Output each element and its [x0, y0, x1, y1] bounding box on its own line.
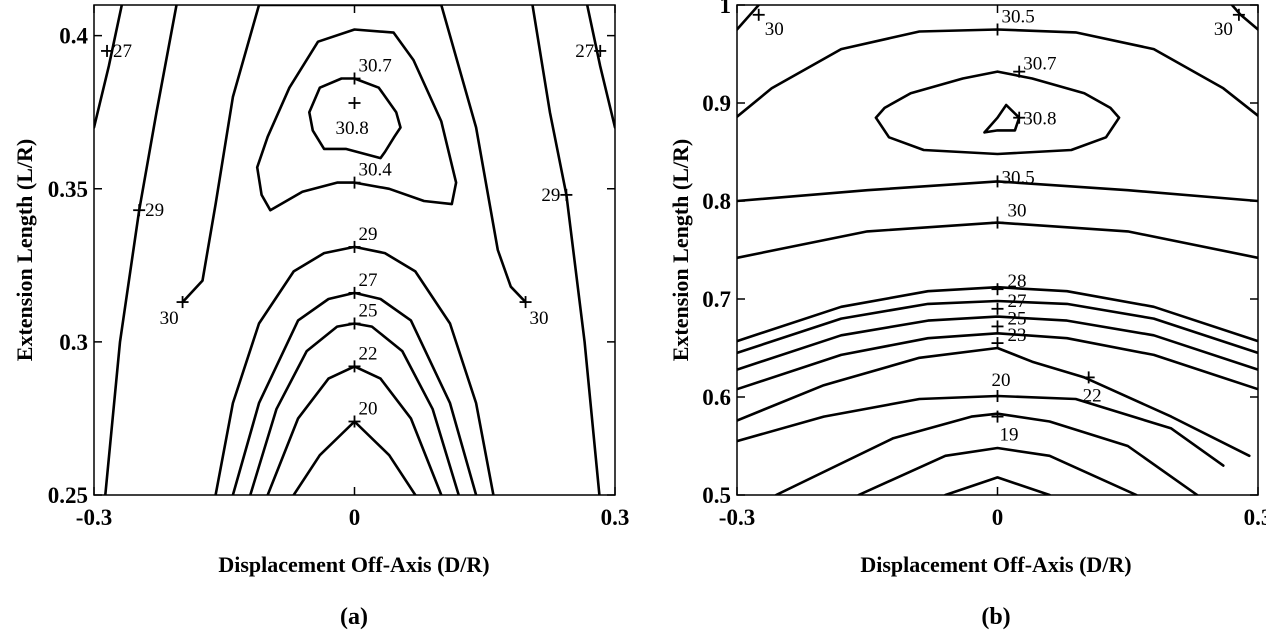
- contour-line-30-4: [255, 28, 458, 212]
- x-tick-label: 0.3: [1244, 505, 1266, 530]
- contour-line-20: [292, 420, 417, 495]
- y-axis-label: Extension Length (L/R): [12, 139, 37, 361]
- contour-line-29: [531, 5, 601, 495]
- contour-label: 29: [145, 200, 164, 221]
- contour-label: 23: [1008, 325, 1027, 346]
- contour-label: 20: [992, 370, 1011, 391]
- contour-line-19: [774, 412, 1199, 495]
- contour-label: 30.5: [1002, 167, 1035, 188]
- y-tick-label: 0.7: [702, 287, 731, 312]
- contour-label: 30.4: [359, 160, 393, 181]
- contour-line-30-7: [874, 70, 1121, 156]
- contour-label: 30.8: [336, 118, 369, 139]
- contour-label: 30.7: [359, 56, 392, 77]
- y-tick-label: 0.8: [702, 189, 731, 214]
- panel-label: (b): [981, 604, 1010, 630]
- contour-line-18: [857, 446, 1138, 495]
- contour-line-30: [1230, 5, 1258, 31]
- contour-line-27: [585, 5, 615, 129]
- contour-label: 22: [359, 343, 378, 364]
- x-tick-label: 0.3: [601, 505, 630, 530]
- contour-label: 22: [1083, 385, 1102, 406]
- y-tick-label: 0.6: [702, 385, 731, 410]
- y-tick-label: 0.5: [702, 483, 731, 508]
- x-tick-label: -0.3: [76, 505, 112, 530]
- contour-line-30-8: [983, 103, 1021, 134]
- y-tick-label: 0.4: [59, 24, 88, 49]
- contour-line-25: [737, 315, 1258, 371]
- x-axis-label: Displacement Off-Axis (D/R): [218, 552, 489, 577]
- contour-label: 27: [1008, 291, 1027, 312]
- y-tick-label: 0.9: [702, 91, 731, 116]
- contour-label: 19: [1000, 425, 1019, 446]
- contour-line-27: [737, 299, 1258, 355]
- contour-label: 30: [160, 308, 179, 329]
- contour-label: 30: [530, 308, 549, 329]
- contour-label: 30.8: [1023, 109, 1056, 130]
- contour-line-22: [737, 346, 1251, 458]
- contour-line-29: [104, 5, 178, 495]
- contour-line-23: [737, 331, 1258, 391]
- contour-label: 30: [765, 19, 784, 40]
- contour-line-22: [266, 365, 443, 495]
- contour-line-27: [94, 5, 124, 129]
- contour-label: 27: [575, 41, 594, 62]
- x-tick-label: 0: [349, 505, 361, 530]
- contour-label: 29: [541, 185, 560, 206]
- contour-label: 27: [359, 270, 378, 291]
- contour-label: 25: [1008, 308, 1027, 329]
- contour-line-17: [944, 476, 1051, 495]
- y-tick-label: 0.35: [48, 177, 88, 202]
- contour-line-30: [737, 5, 761, 31]
- contour-label: 25: [359, 301, 378, 322]
- x-axis-label: Displacement Off-Axis (D/R): [860, 552, 1131, 577]
- x-tick-label: -0.3: [719, 505, 755, 530]
- y-tick-label: 0.3: [59, 330, 88, 355]
- y-tick-label: 1: [720, 0, 732, 18]
- x-tick-label: 0: [992, 505, 1004, 530]
- contour-label: 20: [359, 399, 378, 420]
- y-axis-label: Extension Length (L/R): [668, 139, 693, 361]
- contour-label: 30: [1214, 19, 1233, 40]
- contour-line-30: [181, 5, 527, 304]
- panel-a: 27 27 29 29 30 30 30.7 30.8 30.4 29 27 25 22 20 -0.3 0 0…: [12, 4, 630, 630]
- contour-label: 28: [1008, 271, 1027, 292]
- panel-label: (a): [340, 604, 368, 630]
- contour-line-30-5: [737, 28, 1258, 118]
- contour-line-30-8: [307, 77, 402, 160]
- contour-label: 29: [359, 224, 378, 245]
- contour-label: 27: [113, 41, 132, 62]
- contour-label: 30.5: [1002, 7, 1035, 28]
- y-tick-label: 0.25: [48, 483, 88, 508]
- contour-label: 30: [1008, 201, 1027, 222]
- contour-line-25: [249, 322, 461, 495]
- contour-label: 30.7: [1023, 54, 1056, 75]
